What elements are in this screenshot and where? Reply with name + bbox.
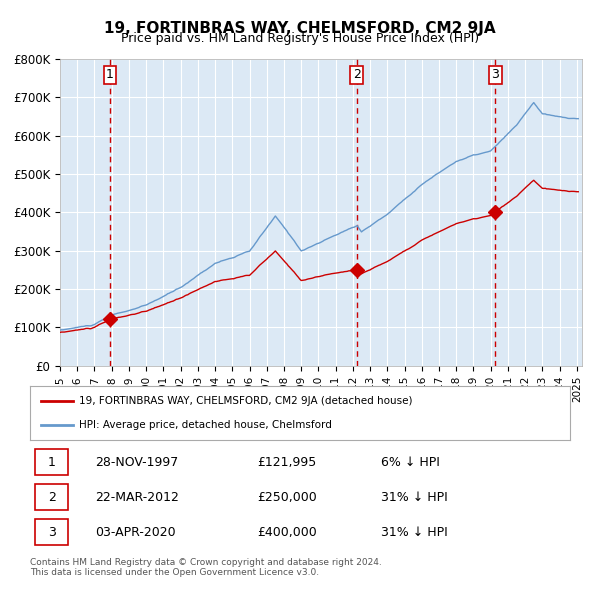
Text: 28-NOV-1997: 28-NOV-1997 [95, 455, 178, 468]
Text: HPI: Average price, detached house, Chelmsford: HPI: Average price, detached house, Chel… [79, 419, 331, 430]
Text: 2: 2 [47, 490, 56, 504]
Text: £250,000: £250,000 [257, 490, 317, 504]
Text: 3: 3 [47, 526, 56, 539]
Text: Contains HM Land Registry data © Crown copyright and database right 2024.: Contains HM Land Registry data © Crown c… [30, 558, 382, 566]
Text: 22-MAR-2012: 22-MAR-2012 [95, 490, 179, 504]
Text: 1: 1 [47, 455, 56, 468]
Text: This data is licensed under the Open Government Licence v3.0.: This data is licensed under the Open Gov… [30, 568, 319, 576]
FancyBboxPatch shape [35, 449, 68, 476]
Text: £121,995: £121,995 [257, 455, 316, 468]
Text: 1: 1 [106, 68, 114, 81]
Text: £400,000: £400,000 [257, 526, 317, 539]
Text: 19, FORTINBRAS WAY, CHELMSFORD, CM2 9JA: 19, FORTINBRAS WAY, CHELMSFORD, CM2 9JA [104, 21, 496, 35]
Text: 3: 3 [491, 68, 499, 81]
Text: 19, FORTINBRAS WAY, CHELMSFORD, CM2 9JA (detached house): 19, FORTINBRAS WAY, CHELMSFORD, CM2 9JA … [79, 396, 412, 407]
Text: 31% ↓ HPI: 31% ↓ HPI [381, 490, 448, 504]
Text: 6% ↓ HPI: 6% ↓ HPI [381, 455, 440, 468]
Text: 31% ↓ HPI: 31% ↓ HPI [381, 526, 448, 539]
FancyBboxPatch shape [35, 484, 68, 510]
Text: 03-APR-2020: 03-APR-2020 [95, 526, 175, 539]
Text: Price paid vs. HM Land Registry's House Price Index (HPI): Price paid vs. HM Land Registry's House … [121, 32, 479, 45]
FancyBboxPatch shape [35, 519, 68, 545]
Text: 2: 2 [353, 68, 361, 81]
